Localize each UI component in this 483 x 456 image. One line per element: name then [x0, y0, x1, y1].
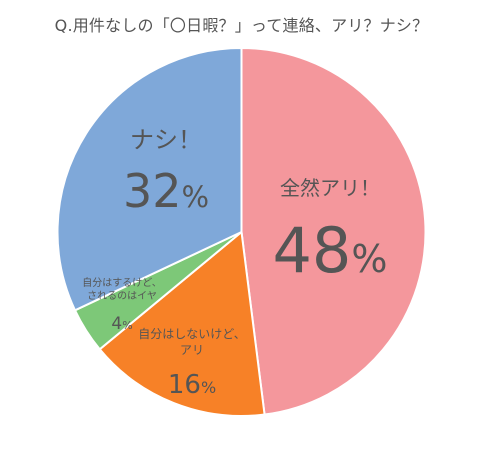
- slice-label-1: 全然アリ！: [280, 176, 380, 200]
- slice-label-3-line-1: 自分はするけど、: [82, 276, 162, 289]
- slice-value-3: 4%: [111, 314, 132, 334]
- pie-slice-4: [56, 46, 243, 312]
- chart-title: Q.用件なしの「〇日暇？」って連絡、アリ？ナシ？: [54, 16, 429, 35]
- pie-slice-1: [240, 46, 427, 416]
- slice-label-3-line-2: されるのはイヤ: [87, 290, 157, 302]
- slice-value-1: 48%: [272, 214, 387, 287]
- slice-value-4: 32%: [123, 164, 209, 218]
- slice-label-2-line-1: 自分はしないけど、: [138, 327, 245, 341]
- slice-label-2-line-2: アリ: [180, 343, 204, 357]
- slice-label-4: ナシ！: [130, 126, 202, 154]
- pie-slice-2: [98, 230, 266, 417]
- slice-value-2: 16%: [168, 370, 216, 400]
